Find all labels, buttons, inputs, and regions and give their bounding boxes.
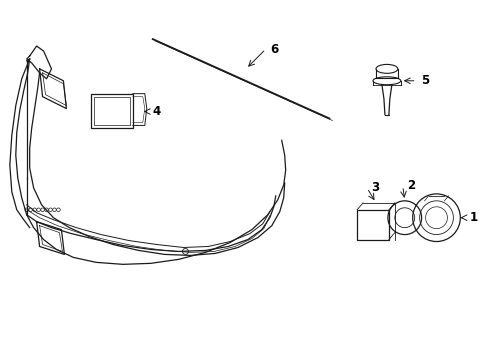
Bar: [357, 210, 389, 239]
Text: 3: 3: [371, 181, 379, 194]
Text: 4: 4: [153, 105, 161, 118]
Text: 1: 1: [469, 211, 477, 224]
Text: 5: 5: [420, 74, 429, 87]
Text: 6: 6: [270, 42, 278, 55]
Bar: [94, 96, 130, 125]
Text: 2: 2: [407, 179, 415, 193]
Bar: [91, 94, 133, 129]
